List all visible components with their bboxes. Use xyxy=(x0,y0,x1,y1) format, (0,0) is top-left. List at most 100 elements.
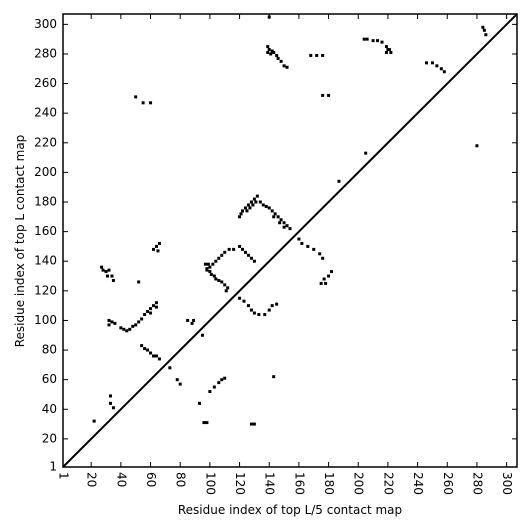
y-tick-label: 40 xyxy=(42,402,57,416)
contact-point xyxy=(223,283,227,287)
contact-point xyxy=(306,244,310,248)
contact-point xyxy=(137,280,141,284)
contact-point xyxy=(321,93,325,97)
contact-point xyxy=(149,101,153,105)
contact-point xyxy=(275,53,279,57)
contact-point xyxy=(107,323,111,327)
contact-point xyxy=(248,206,252,210)
contact-point xyxy=(315,53,319,57)
contact-point xyxy=(242,299,246,303)
contact-point xyxy=(143,313,147,317)
contact-point xyxy=(208,265,212,269)
contact-point xyxy=(140,344,144,348)
contact-point xyxy=(267,48,271,52)
contact-point xyxy=(152,354,156,358)
plot-frame xyxy=(62,13,518,468)
contact-point xyxy=(319,281,323,285)
contact-point xyxy=(154,305,158,309)
contact-point xyxy=(278,221,282,225)
contact-point xyxy=(321,53,325,57)
contact-point xyxy=(252,197,256,201)
contact-point xyxy=(482,28,486,32)
contact-point xyxy=(272,50,276,54)
contact-point xyxy=(154,354,158,358)
x-tick-label: 300 xyxy=(500,472,514,495)
y-tick-label: 1 xyxy=(49,460,57,474)
contact-point xyxy=(376,39,380,43)
contact-point xyxy=(424,61,428,65)
contact-point xyxy=(224,289,228,293)
contact-point xyxy=(435,64,439,68)
contact-point xyxy=(249,422,253,426)
contact-point xyxy=(251,203,255,207)
contact-point xyxy=(267,308,271,312)
contact-point xyxy=(107,268,111,272)
y-tick-label: 140 xyxy=(34,254,57,268)
contact-point xyxy=(190,321,194,325)
contact-point xyxy=(246,304,250,308)
contact-point xyxy=(263,313,267,317)
x-tick-label: 60 xyxy=(144,472,158,487)
contact-point xyxy=(146,310,150,314)
x-tick-label: 40 xyxy=(114,472,128,487)
contact-point xyxy=(282,64,286,68)
contact-point xyxy=(389,50,393,54)
contact-point xyxy=(285,224,289,228)
contact-point xyxy=(134,95,138,99)
contact-point xyxy=(266,45,270,49)
contact-point xyxy=(205,268,209,272)
contact-point xyxy=(241,247,245,251)
contact-point xyxy=(154,244,158,248)
x-tick-label: 180 xyxy=(322,472,336,495)
contact-point xyxy=(178,382,182,386)
contact-point xyxy=(264,204,268,208)
contact-point xyxy=(157,241,161,245)
contact-point xyxy=(134,323,138,327)
contact-point xyxy=(249,200,253,204)
contact-point xyxy=(327,93,331,97)
contact-point xyxy=(380,40,384,44)
contact-point xyxy=(111,406,115,410)
contact-point xyxy=(481,25,485,29)
contact-point xyxy=(269,52,273,56)
contact-point xyxy=(203,262,207,266)
contact-point xyxy=(175,378,179,382)
contact-point xyxy=(212,274,216,278)
contact-point xyxy=(266,50,270,54)
contact-point xyxy=(318,252,322,256)
contact-point xyxy=(267,206,271,210)
contact-point xyxy=(192,318,196,322)
contact-point xyxy=(272,215,276,219)
contact-point xyxy=(157,357,161,361)
x-tick-label: 160 xyxy=(292,472,306,495)
contact-point xyxy=(209,273,213,277)
contact-point xyxy=(238,244,242,248)
contact-point xyxy=(243,250,247,254)
contact-point xyxy=(327,274,331,278)
contact-point xyxy=(214,277,218,281)
contact-point xyxy=(337,179,341,183)
y-tick-label: 160 xyxy=(34,224,57,238)
contact-point xyxy=(285,65,289,69)
contact-point xyxy=(232,247,236,251)
x-tick-label: 260 xyxy=(441,472,455,495)
x-tick-label: 120 xyxy=(233,472,247,495)
contact-point xyxy=(146,348,150,352)
contact-point xyxy=(484,33,488,37)
contact-point xyxy=(288,227,292,231)
contact-point xyxy=(321,256,325,260)
y-tick-label: 240 xyxy=(34,106,57,120)
contact-point xyxy=(206,262,210,266)
contact-point xyxy=(246,253,250,257)
contact-point xyxy=(111,278,115,282)
contact-point xyxy=(107,318,111,322)
contact-point xyxy=(282,221,286,225)
y-tick-label: 60 xyxy=(42,372,57,386)
contact-point xyxy=(152,247,156,251)
contact-point xyxy=(279,59,283,63)
contact-point xyxy=(442,70,446,74)
contact-point xyxy=(258,200,262,204)
contact-point xyxy=(439,67,443,71)
y-tick-label: 120 xyxy=(34,283,57,297)
